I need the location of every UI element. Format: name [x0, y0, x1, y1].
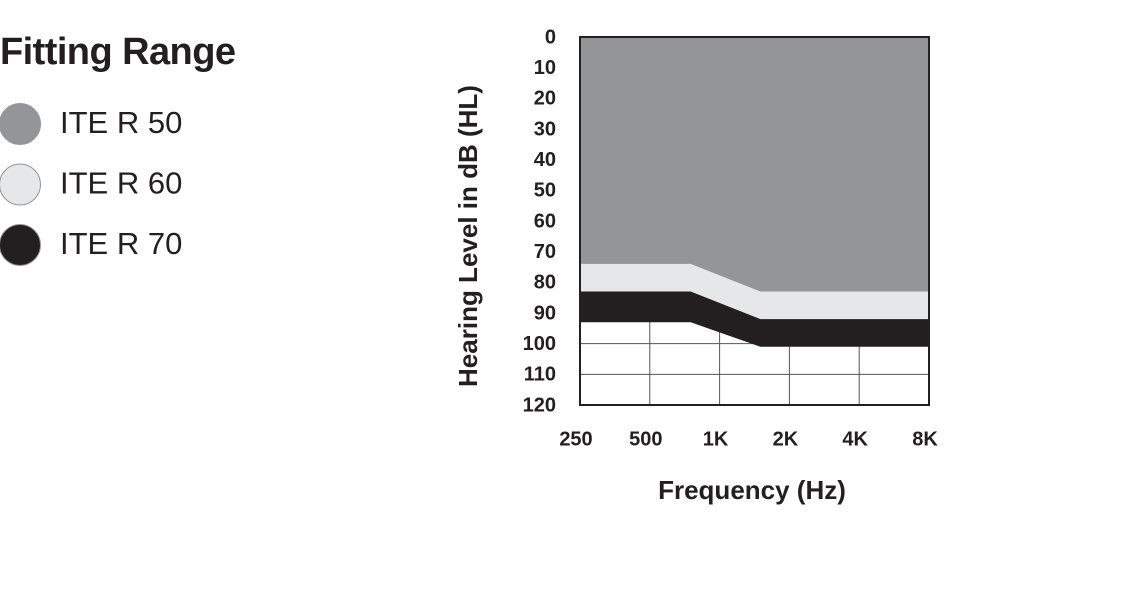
y-tick-label: 100: [523, 333, 556, 355]
y-tick-label: 80: [534, 272, 556, 294]
x-tick-label: 1K: [703, 428, 729, 450]
x-tick-label: 4K: [842, 428, 868, 450]
area: [580, 37, 929, 292]
legend-label: ITE R 70: [60, 226, 182, 261]
legend-label: ITE R 60: [60, 166, 182, 201]
x-tick-label: 250: [559, 428, 592, 450]
y-tick-label: 120: [523, 394, 556, 416]
y-tick-label: 110: [524, 364, 556, 386]
legend-title: Fitting Range: [0, 31, 236, 73]
y-tick-label: 20: [534, 88, 556, 110]
y-axis-label: Hearing Level in dB (HL): [453, 85, 483, 387]
y-tick-label: 50: [534, 180, 556, 202]
y-tick-label: 30: [534, 118, 556, 140]
y-tick-label: 90: [534, 302, 556, 324]
x-axis-label: Frequency (Hz): [658, 475, 846, 505]
x-tick-label: 2K: [773, 428, 799, 450]
legend-swatch: [0, 103, 41, 145]
legend-swatch: [0, 224, 41, 266]
y-tick-label: 60: [534, 210, 556, 232]
y-tick-label: 10: [534, 57, 556, 79]
legend-label: ITE R 50: [60, 105, 182, 140]
x-tick-label: 500: [629, 428, 662, 450]
x-tick-label: 8K: [912, 428, 938, 450]
legend-swatch: [0, 163, 41, 206]
y-tick-label: 40: [534, 149, 556, 171]
y-tick-label: 70: [534, 241, 556, 263]
y-tick-label: 0: [545, 26, 556, 48]
plot-border: [579, 36, 930, 406]
